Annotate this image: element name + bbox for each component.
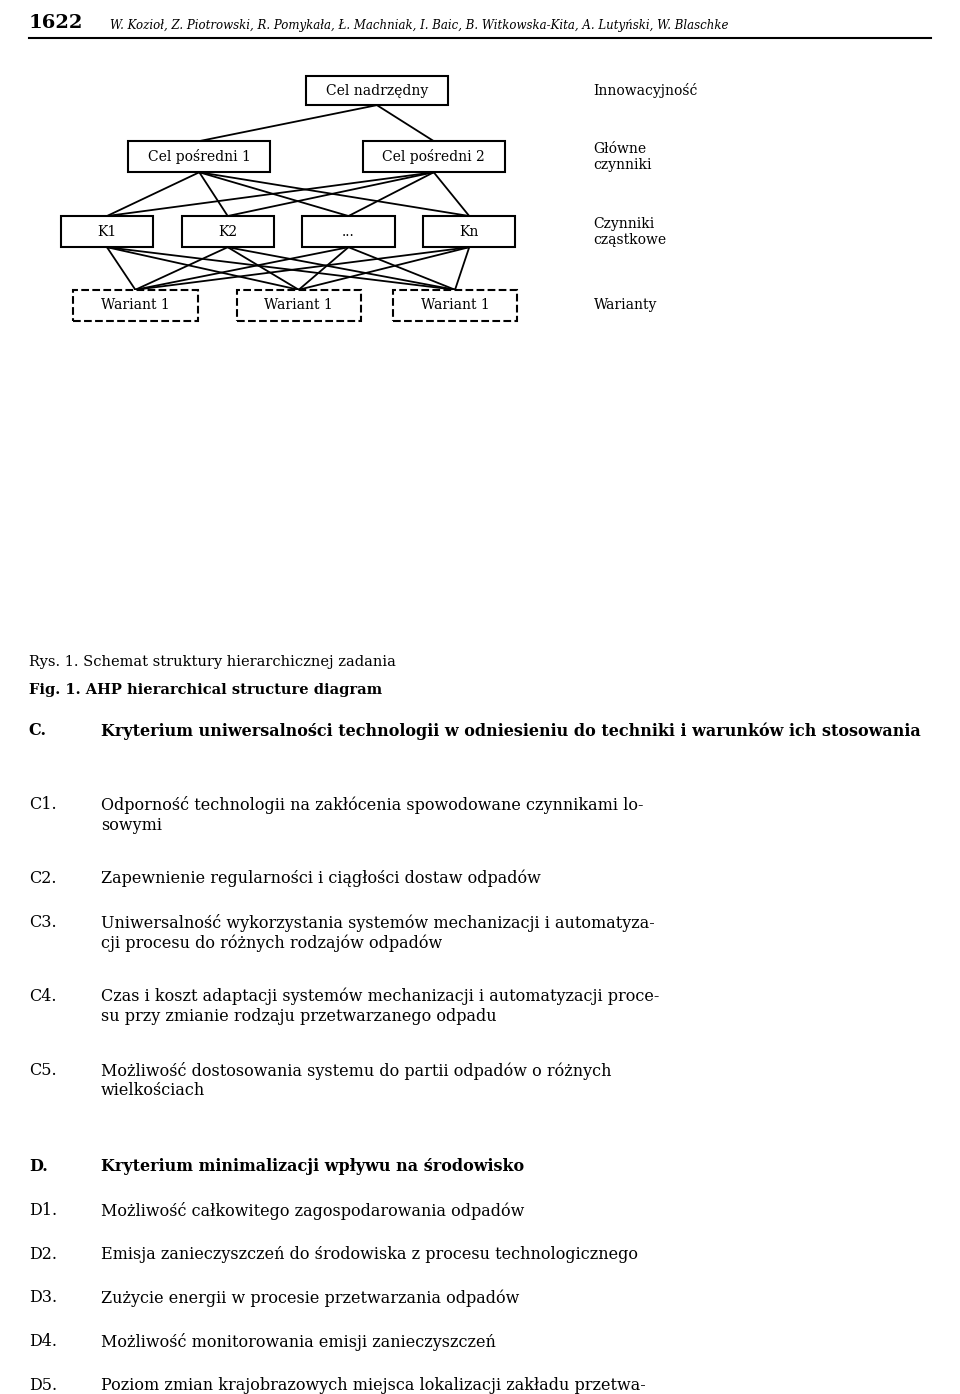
Text: C4.: C4. xyxy=(29,987,57,1005)
Text: D4.: D4. xyxy=(29,1333,57,1351)
Text: Cel pośredni 1: Cel pośredni 1 xyxy=(148,149,251,164)
Text: Zapewnienie regularności i ciągłości dostaw odpadów: Zapewnienie regularności i ciągłości dos… xyxy=(101,870,540,888)
Text: D.: D. xyxy=(29,1157,48,1175)
Text: D3.: D3. xyxy=(29,1289,57,1306)
Text: Fig. 1. AHP hierarchical structure diagram: Fig. 1. AHP hierarchical structure diagr… xyxy=(29,683,382,697)
Text: Zużycie energii w procesie przetwarzania odpadów: Zużycie energii w procesie przetwarzania… xyxy=(101,1289,519,1308)
Text: 1622: 1622 xyxy=(29,14,84,32)
Text: C3.: C3. xyxy=(29,914,57,931)
Text: Kryterium uniwersalności technologii w odniesieniu do techniki i warunków ich st: Kryterium uniwersalności technologii w o… xyxy=(101,722,921,740)
Text: Innowacyjność: Innowacyjność xyxy=(593,84,698,98)
Text: Kryterium minimalizacji wpływu na środowisko: Kryterium minimalizacji wpływu na środow… xyxy=(101,1157,524,1175)
FancyBboxPatch shape xyxy=(73,290,198,321)
Text: C5.: C5. xyxy=(29,1062,57,1079)
Text: Odporność technologii na zakłócenia spowodowane czynnikami lo-
sowymi: Odporność technologii na zakłócenia spow… xyxy=(101,796,643,834)
Text: Możliwość monitorowania emisji zanieczyszczeń: Możliwość monitorowania emisji zanieczys… xyxy=(101,1333,495,1351)
Text: Cel nadrzędny: Cel nadrzędny xyxy=(325,84,428,98)
Text: Wariant 1: Wariant 1 xyxy=(264,298,333,312)
Text: C2.: C2. xyxy=(29,870,57,887)
Text: C.: C. xyxy=(29,722,47,739)
Text: Warianty: Warianty xyxy=(593,298,657,312)
FancyBboxPatch shape xyxy=(302,216,395,247)
Text: Główne
czynniki: Główne czynniki xyxy=(593,142,652,171)
Text: D1.: D1. xyxy=(29,1202,57,1218)
Text: Możliwość całkowitego zagospodarowania odpadów: Możliwość całkowitego zagospodarowania o… xyxy=(101,1202,524,1220)
FancyBboxPatch shape xyxy=(60,216,154,247)
Text: ...: ... xyxy=(342,224,355,238)
Text: Wariant 1: Wariant 1 xyxy=(101,298,170,312)
FancyBboxPatch shape xyxy=(393,290,517,321)
Text: Możliwość dostosowania systemu do partii odpadów o różnych
wielkościach: Możliwość dostosowania systemu do partii… xyxy=(101,1062,612,1098)
Text: Poziom zmian krajobrazowych miejsca lokalizacji zakładu przetwa-
rzającego odpad: Poziom zmian krajobrazowych miejsca loka… xyxy=(101,1377,645,1394)
FancyBboxPatch shape xyxy=(363,141,505,173)
FancyBboxPatch shape xyxy=(181,216,274,247)
Text: K1: K1 xyxy=(97,224,116,238)
Text: D5.: D5. xyxy=(29,1377,57,1394)
Text: Kn: Kn xyxy=(460,224,479,238)
Text: W. Kozioł, Z. Piotrowski, R. Pomykała, Ł. Machniak, I. Baic, B. Witkowska-Kita, : W. Kozioł, Z. Piotrowski, R. Pomykała, Ł… xyxy=(110,20,729,32)
Text: D2.: D2. xyxy=(29,1246,57,1263)
Text: Czas i koszt adaptacji systemów mechanizacji i automatyzacji proce-
su przy zmia: Czas i koszt adaptacji systemów mechaniz… xyxy=(101,987,660,1025)
Text: Emisja zanieczyszczeń do środowiska z procesu technologicznego: Emisja zanieczyszczeń do środowiska z pr… xyxy=(101,1246,637,1263)
Text: K2: K2 xyxy=(218,224,237,238)
Text: Cel pośredni 2: Cel pośredni 2 xyxy=(382,149,485,164)
FancyBboxPatch shape xyxy=(423,216,516,247)
Text: Wariant 1: Wariant 1 xyxy=(420,298,490,312)
FancyBboxPatch shape xyxy=(306,77,448,105)
Text: Czynniki
cząstkowe: Czynniki cząstkowe xyxy=(593,216,666,247)
Text: Rys. 1. Schemat struktury hierarchicznej zadania: Rys. 1. Schemat struktury hierarchicznej… xyxy=(29,655,396,669)
Text: Uniwersalność wykorzystania systemów mechanizacji i automatyza-
cji procesu do r: Uniwersalność wykorzystania systemów mec… xyxy=(101,914,655,952)
FancyBboxPatch shape xyxy=(129,141,271,173)
Text: C1.: C1. xyxy=(29,796,57,813)
FancyBboxPatch shape xyxy=(236,290,361,321)
